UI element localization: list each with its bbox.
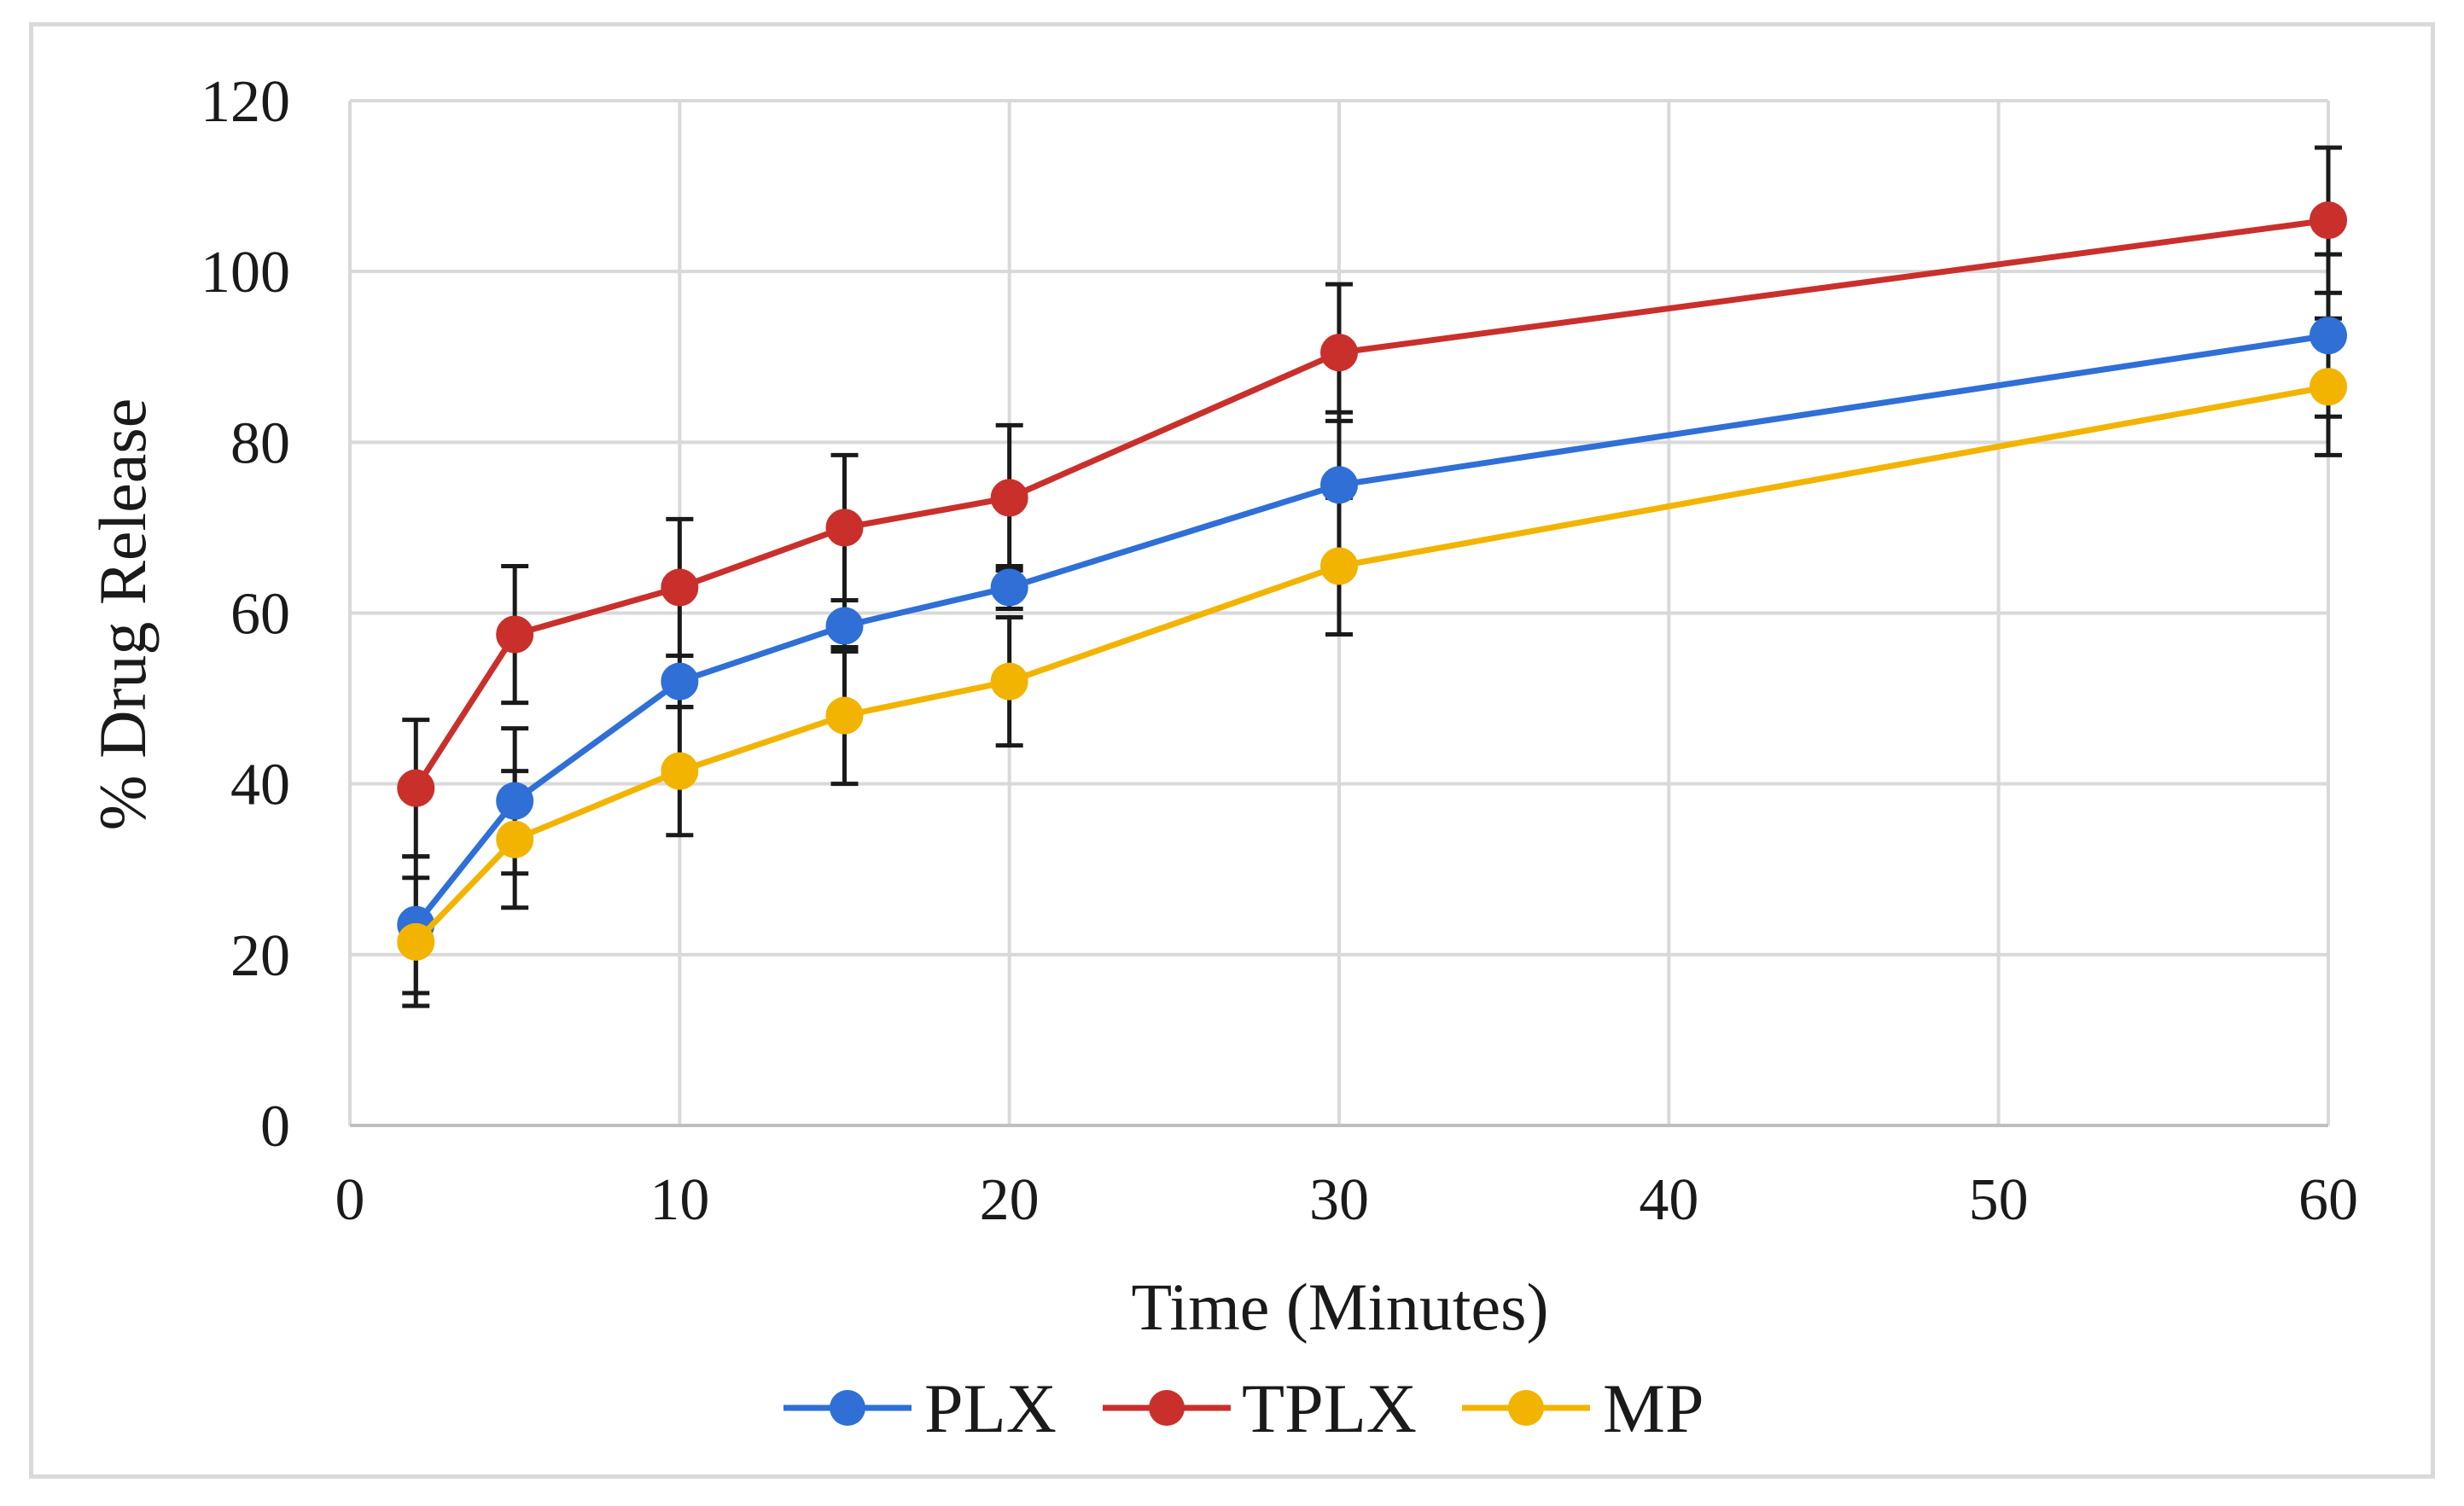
series-line-tplx	[413, 217, 2329, 790]
legend-label-plx: PLX	[924, 1369, 1057, 1447]
legend-marker-tplx	[1149, 1390, 1185, 1426]
data-point-mp-1	[496, 820, 534, 858]
series-mp	[397, 368, 2347, 961]
y-tick-label-3: 60	[230, 582, 290, 648]
x-tick-label-0: 0	[335, 1167, 365, 1233]
series-plx	[397, 317, 2347, 944]
error-bars-tplx	[402, 145, 2342, 859]
data-point-plx-2	[661, 662, 699, 701]
series-line-mp	[413, 383, 2329, 945]
error-bars-mp	[402, 316, 2342, 1009]
x-tick-label-6: 60	[2298, 1167, 2358, 1233]
x-tick-label-2: 20	[980, 1167, 1040, 1233]
y-axis-title: % Drug Release	[85, 398, 160, 831]
data-point-tplx-0	[397, 769, 435, 807]
data-point-plx-1	[496, 782, 534, 820]
x-tick-labels: 0 10 20 30 40 50 60	[335, 1167, 2359, 1233]
data-point-tplx-4	[990, 479, 1028, 517]
y-tick-label-4: 80	[230, 410, 290, 476]
data-point-tplx-2	[661, 568, 699, 607]
series-layer	[397, 145, 2347, 1009]
axes	[348, 101, 2328, 1127]
data-point-tplx-5	[1320, 334, 1358, 372]
legend-label-tplx: TPLX	[1242, 1369, 1417, 1447]
x-tick-label-4: 40	[1639, 1167, 1698, 1233]
data-point-tplx-1	[496, 615, 534, 654]
chart-frame	[29, 22, 2435, 1479]
legend-marker-plx	[830, 1390, 865, 1426]
data-point-plx-4	[990, 568, 1028, 607]
data-point-mp-4	[990, 662, 1028, 701]
y-tick-label-6: 120	[201, 69, 290, 135]
legend-item-mp: MP	[1462, 1369, 1704, 1447]
x-tick-label-3: 30	[1309, 1167, 1369, 1233]
x-tick-label-5: 50	[1969, 1167, 2029, 1233]
legend-marker-mp	[1508, 1390, 1544, 1426]
legend-item-tplx: TPLX	[1103, 1369, 1417, 1447]
data-point-mp-2	[661, 752, 699, 790]
data-point-plx-6	[2310, 317, 2347, 355]
y-tick-labels: 0 20 40 60 80 100 120	[201, 69, 290, 1160]
data-point-tplx-3	[825, 509, 864, 547]
data-point-plx-3	[825, 607, 864, 645]
x-axis-title: Time (Minutes)	[1132, 1270, 1549, 1344]
legend-label-mp: MP	[1603, 1369, 1704, 1447]
y-tick-label-2: 40	[230, 753, 290, 818]
data-point-mp-3	[825, 696, 864, 735]
data-point-plx-5	[1320, 466, 1358, 504]
data-point-mp-5	[1320, 547, 1358, 585]
series-line-plx	[413, 332, 2329, 927]
y-tick-label-1: 20	[230, 923, 290, 989]
y-tick-label-0: 0	[260, 1094, 290, 1160]
data-point-mp-6	[2310, 368, 2347, 406]
x-tick-label-1: 10	[649, 1167, 709, 1233]
data-point-mp-0	[397, 922, 435, 961]
error-bars-plx	[402, 252, 2342, 996]
legend: PLX TPLX MP	[783, 1369, 1704, 1447]
series-tplx	[397, 201, 2347, 807]
legend-item-plx: PLX	[783, 1369, 1057, 1447]
data-point-tplx-6	[2310, 201, 2347, 240]
y-tick-label-5: 100	[201, 240, 290, 305]
